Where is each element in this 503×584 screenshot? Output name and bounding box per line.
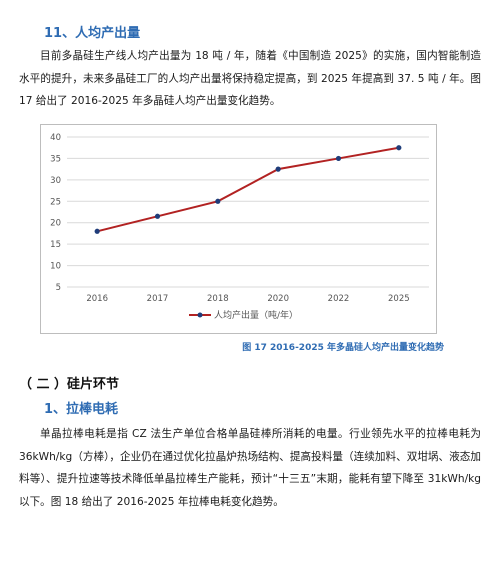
paragraph-text: 目前多晶硅生产线人均产出量为 18 吨 / 年，随着《中国制造 2025》的实施… xyxy=(19,50,481,107)
data-point xyxy=(94,228,100,234)
y-tick-label: 40 xyxy=(50,133,61,143)
data-point xyxy=(154,213,161,219)
x-tick-label: 2018 xyxy=(207,294,229,304)
chart-gridlines xyxy=(67,136,429,288)
x-tick-label: 2016 xyxy=(86,294,108,304)
y-tick-label: 5 xyxy=(56,283,61,293)
x-tick-label: 2017 xyxy=(147,294,169,304)
legend-label: 人均产出量（吨/年） xyxy=(214,309,298,321)
chart-figure-17: 5 10 15 20 25 30 35 40 2016 2017 2018 2020 2022 2025… xyxy=(40,124,437,334)
section-heading-pulling-power: 1、拉棒电耗 xyxy=(44,402,119,417)
y-tick-label: 15 xyxy=(50,240,61,250)
x-axis-tick-labels: 2016 2017 2018 2020 2022 2025 xyxy=(86,294,409,304)
chart-series xyxy=(94,145,402,234)
y-tick-label: 20 xyxy=(50,219,61,229)
data-point xyxy=(215,198,221,204)
data-point xyxy=(335,155,342,162)
paragraph-pulling-power: 单晶拉棒电耗是指 CZ 法生产单位合格单晶硅棒所消耗的电量。行业领先水平的拉棒电… xyxy=(19,423,481,513)
y-axis-tick-labels: 5 10 15 20 25 30 35 40 xyxy=(50,133,61,293)
data-point xyxy=(396,145,402,151)
y-tick-label: 35 xyxy=(50,154,61,164)
y-tick-label: 30 xyxy=(50,176,61,186)
x-tick-label: 2022 xyxy=(328,294,350,304)
series-line xyxy=(96,146,400,233)
paragraph-text: 单晶拉棒电耗是指 CZ 法生产单位合格单晶硅棒所消耗的电量。行业领先水平的拉棒电… xyxy=(19,428,481,508)
x-tick-label: 2020 xyxy=(267,294,289,304)
legend-marker-swatch xyxy=(197,312,203,318)
section-heading-per-capita-output: 11、人均产出量 xyxy=(44,26,141,41)
paragraph-per-capita-output: 目前多晶硅生产线人均产出量为 18 吨 / 年，随着《中国制造 2025》的实施… xyxy=(19,45,481,113)
chart-legend: 人均产出量（吨/年） xyxy=(189,309,298,321)
y-tick-label: 25 xyxy=(50,197,61,207)
figure-caption: 图 17 2016-2025 年多晶硅人均产出量变化趋势 xyxy=(242,343,444,353)
section-heading-wafer: （ 二 ）硅片环节 xyxy=(19,377,120,392)
y-tick-label: 10 xyxy=(50,262,61,272)
x-tick-label: 2025 xyxy=(388,294,410,304)
data-point xyxy=(275,166,281,172)
